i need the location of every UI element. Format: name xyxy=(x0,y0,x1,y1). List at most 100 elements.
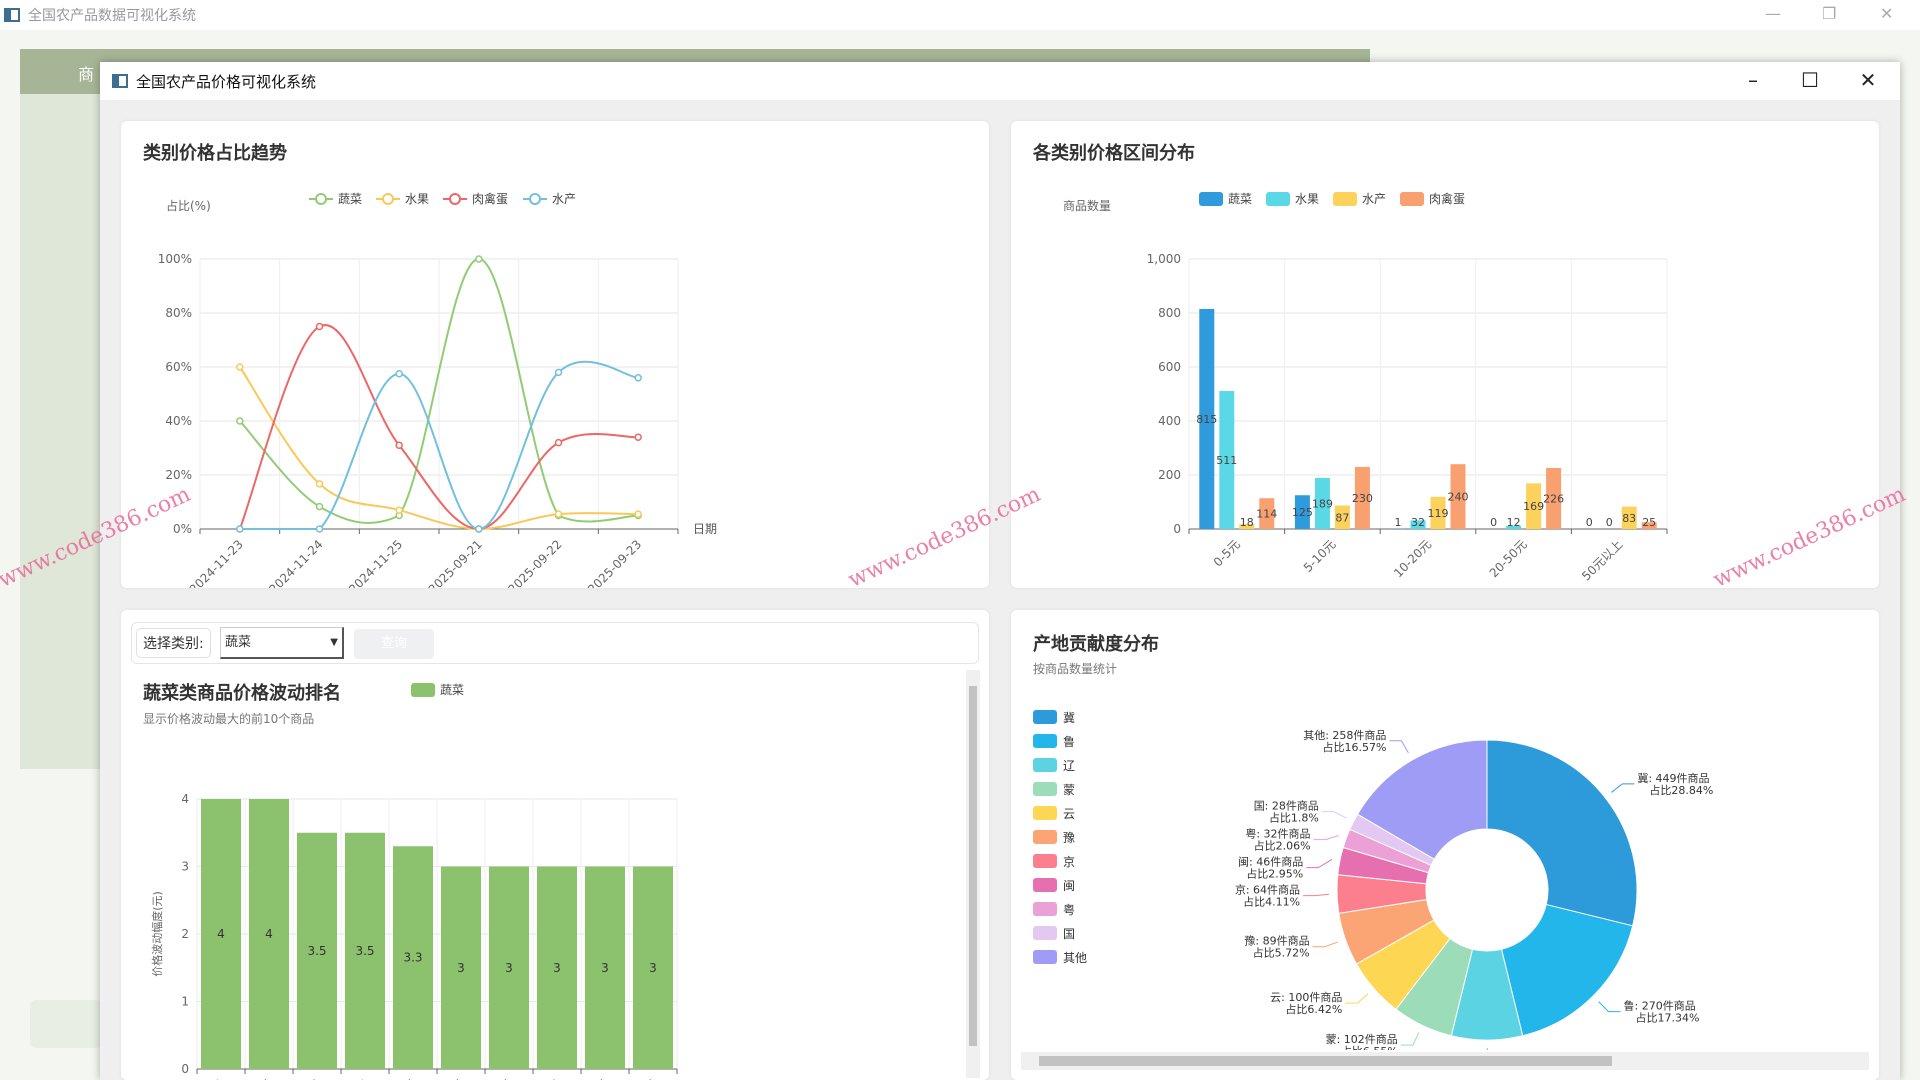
data-point xyxy=(475,255,483,263)
ranking-chart-subtitle: 显示价格波动最大的前10个商品 xyxy=(143,712,315,726)
scrollbar-thumb[interactable] xyxy=(1039,1056,1612,1066)
vertical-scrollbar[interactable] xyxy=(966,670,980,1078)
legend-label: 水果 xyxy=(405,192,429,206)
legend-swatch-icon xyxy=(1033,902,1057,916)
legend-marker-icon xyxy=(449,193,461,205)
slice-percent-label: 占比5.72% xyxy=(1253,946,1310,960)
bar xyxy=(1259,498,1275,529)
x-tick-label: 2024-11-25 xyxy=(346,537,405,588)
x-tick-label: 2025-09-22 xyxy=(505,537,564,588)
bar-value-label: 226 xyxy=(1543,492,1564,505)
scrollbar-thumb[interactable] xyxy=(969,686,977,1046)
dialog-window: 全国农产品价格可视化系统 – ☐ ✕ 类别价格占比趋势 占比(%) 日期 蔬菜 水果肉… xyxy=(100,62,1900,1080)
ranking-chart: 蔬菜价格波动幅度(元)01234豆王扁豆香菇蒜苗豇豆白豆菜豆山药油豆线椒443.… xyxy=(150,683,678,1080)
donut-slice-其他 xyxy=(1356,739,1488,860)
minimize-button[interactable]: — xyxy=(1765,4,1781,23)
bar xyxy=(1621,506,1637,529)
data-point xyxy=(634,510,642,518)
bar xyxy=(345,832,385,1069)
slice-percent-label: 占比4.11% xyxy=(1243,895,1300,909)
y-tick-label: 4 xyxy=(181,792,189,806)
restore-button[interactable]: ❐ xyxy=(1822,4,1837,23)
data-point xyxy=(315,322,324,331)
origin-panel: 产地贡献度分布 按商品数量统计 冀鲁辽蒙云豫京闽粤国其他 冀: 449件商品 占比2… xyxy=(1011,610,1879,1080)
ranking-panel: 选择类别: 蔬菜 ▼ 查询 蔬菜类商品价格波动排名 显示价格波动最大的前10个商品… xyxy=(121,610,989,1080)
legend-swatch-icon xyxy=(1033,710,1057,724)
legend-swatch-icon xyxy=(1400,192,1424,206)
bar xyxy=(1641,522,1657,529)
y-tick-label: 2 xyxy=(181,927,189,941)
query-button[interactable]: 查询 xyxy=(354,629,434,659)
bar-value-label: 114 xyxy=(1256,508,1277,521)
legend-label: 肉禽蛋 xyxy=(1429,191,1465,206)
bar-value-label: 3.5 xyxy=(307,944,326,958)
bar xyxy=(1354,466,1370,529)
category-select[interactable]: 蔬菜 ▼ xyxy=(220,627,344,659)
label-leader-line xyxy=(1313,835,1339,841)
bar xyxy=(537,866,577,1069)
dialog-title-bar: 全国农产品价格可视化系统 – ☐ ✕ xyxy=(100,62,1900,100)
slice-label: 粤: 32件商品 xyxy=(1245,827,1310,841)
legend-label: 国 xyxy=(1063,927,1075,941)
x-tick-label: 白豆 xyxy=(440,1077,468,1080)
legend-label: 蔬菜 xyxy=(440,683,464,697)
legend-label: 蔬菜 xyxy=(1228,192,1252,206)
x-tick-label: 50元以上 xyxy=(1579,537,1625,583)
legend-swatch-icon xyxy=(1266,192,1290,206)
legend-label: 肉禽蛋 xyxy=(472,191,508,206)
slice-label: 鲁: 270件商品 xyxy=(1624,999,1696,1013)
label-leader-line xyxy=(1306,859,1333,869)
x-tick-label: 2024-11-23 xyxy=(187,537,246,588)
bar xyxy=(1430,496,1446,529)
data-point xyxy=(315,525,324,533)
data-point xyxy=(395,441,403,450)
legend-label: 蔬菜 xyxy=(338,192,362,206)
legend-label: 闽 xyxy=(1063,879,1075,893)
horizontal-scrollbar[interactable] xyxy=(1021,1052,1869,1070)
bar xyxy=(1526,483,1542,529)
bar xyxy=(1506,525,1522,529)
bar-value-label: 25 xyxy=(1642,516,1656,529)
legend-swatch-icon xyxy=(1033,782,1057,796)
dialog-minimize-button[interactable]: – xyxy=(1748,68,1758,92)
dialog-close-button[interactable]: ✕ xyxy=(1859,68,1877,92)
slice-label: 冀: 449件商品 xyxy=(1637,771,1709,785)
legend-label: 豫 xyxy=(1063,831,1075,845)
bar-value-label: 83 xyxy=(1622,512,1636,525)
legend-marker-icon xyxy=(529,193,541,205)
legend-marker-icon xyxy=(382,193,394,205)
y-axis-title: 占比(%) xyxy=(166,198,211,213)
data-point xyxy=(236,525,244,533)
label-leader-line xyxy=(1312,941,1338,948)
bar-value-label: 12 xyxy=(1507,516,1521,529)
bar xyxy=(1546,467,1562,529)
close-button[interactable]: ✕ xyxy=(1880,4,1894,23)
line-chart: 占比(%) 日期 蔬菜 水果 肉禽蛋 水产 0% 20% 40% 60% 80% 100% 2024-1… xyxy=(158,191,717,588)
data-point xyxy=(315,480,324,488)
legend-swatch-icon xyxy=(1033,830,1057,844)
data-point xyxy=(236,417,244,425)
y-tick-label: 1,000 xyxy=(1147,252,1181,266)
y-tick-label: 1 xyxy=(181,995,189,1009)
bar-value-label: 119 xyxy=(1428,507,1449,520)
line-chart-title: 类别价格占比趋势 xyxy=(143,143,287,164)
bar-value-label: 3.3 xyxy=(403,951,422,965)
background-button[interactable] xyxy=(30,1000,102,1048)
app-title: 全国农产品数据可视化系统 xyxy=(28,8,196,24)
data-point xyxy=(395,370,403,378)
dialog-title: 全国农产品价格可视化系统 xyxy=(136,72,317,91)
bar-chart: 商品数量 蔬菜 水果 水产 肉禽蛋 0 200 400 600 800 1,000 0-5元 5-10元… xyxy=(1063,191,1668,583)
legend-swatch-icon xyxy=(411,683,435,697)
dialog-maximize-button[interactable]: ☐ xyxy=(1801,68,1819,92)
bar-value-label: 511 xyxy=(1216,454,1237,467)
legend-swatch-icon xyxy=(1033,806,1057,820)
label-leader-line xyxy=(1486,1047,1489,1050)
bar xyxy=(1199,308,1215,529)
bar xyxy=(1239,524,1255,529)
bar-value-label: 32 xyxy=(1411,516,1425,529)
bar-value-label: 3 xyxy=(505,961,513,975)
bar-value-label: 189 xyxy=(1312,497,1333,510)
slice-percent-label: 占比17.34% xyxy=(1636,1011,1700,1025)
x-tick-label: 20-50元 xyxy=(1487,537,1530,580)
legend-swatch-icon xyxy=(1033,926,1057,940)
